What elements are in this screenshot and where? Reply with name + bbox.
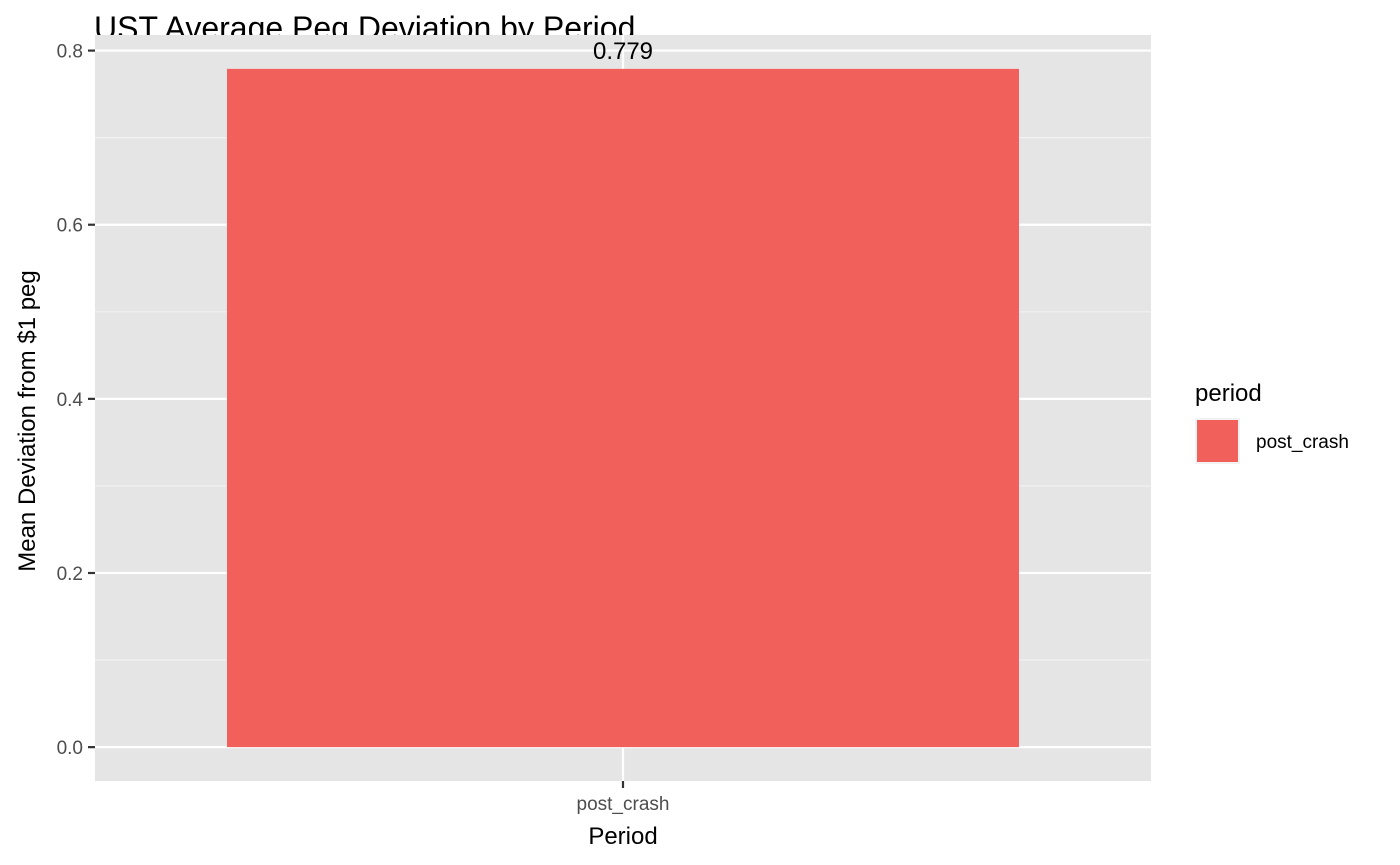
y-axis: 0.0 0.2 0.4 0.6 0.8 <box>57 42 95 759</box>
y-tick-label: 0.0 <box>57 738 83 759</box>
legend-entries: post_crash <box>1195 418 1349 464</box>
legend-title: period <box>1195 380 1262 407</box>
bar-post_crash <box>227 68 1019 748</box>
legend-swatch-post_crash <box>1195 418 1240 464</box>
x-tick-label: post_crash <box>577 794 670 815</box>
legend-label: post_crash <box>1256 432 1349 453</box>
y-tick-label: 0.4 <box>57 390 84 411</box>
legend: period post_crash <box>1195 380 1349 464</box>
x-axis: post_crash <box>577 781 670 815</box>
y-tick-label: 0.8 <box>57 42 83 63</box>
y-tick-label: 0.6 <box>57 216 83 237</box>
y-tick-label: 0.2 <box>57 564 83 585</box>
bar-value-label: 0.779 <box>593 38 653 65</box>
bars <box>227 68 1019 748</box>
data-labels: 0.779 <box>593 38 653 65</box>
x-axis-title: Period <box>588 823 657 850</box>
y-axis-title: Mean Deviation from $1 peg <box>14 270 41 572</box>
